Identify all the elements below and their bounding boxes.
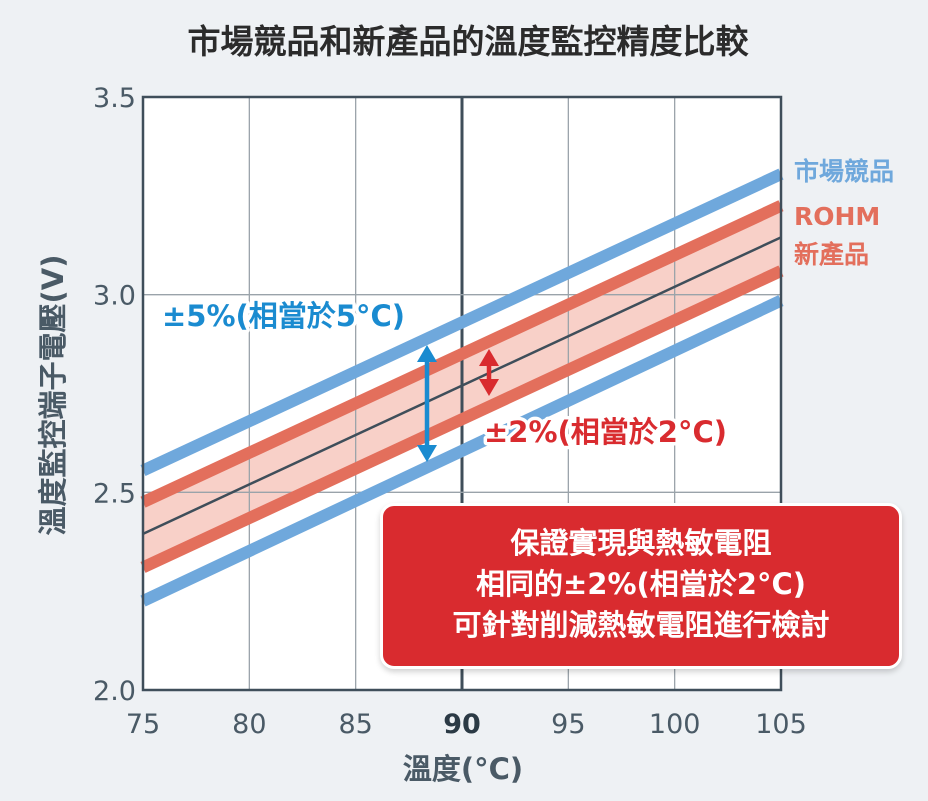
rohm-tolerance-arrow-head-bottom: [479, 379, 499, 396]
y-tick-label: 3.5: [93, 83, 136, 114]
chart-title: 市場競品和新產品的溫度監控精度比較: [188, 22, 750, 61]
series-line-center-4: [142, 236, 782, 535]
x-axis-label: 溫度(°C): [403, 752, 523, 786]
y-axis-label: 溫度監控端子電壓(V): [36, 255, 70, 536]
x-tick-label: 100: [649, 709, 701, 740]
y-tick-label: 2.0: [93, 676, 136, 707]
callout-line-2: 相同的±2%(相當於2°C): [475, 567, 806, 601]
competitor-tolerance-label: ±5%(相當於5°C): [162, 299, 405, 333]
series-line-upper-0: [140, 168, 784, 477]
callout-box: 保證實現與熱敏電阻 相同的±2%(相當於2°C) 可針對削減熱敏電阻進行檢討: [380, 503, 902, 669]
rohm-tolerance-arrow-head-top: [479, 349, 499, 366]
legend-competitor: 市場競品: [794, 157, 894, 186]
series-line-upper-2: [140, 200, 784, 508]
legend-rohm-line1: ROHM: [794, 202, 880, 231]
x-tick-label: 95: [551, 709, 585, 740]
callout-line-1: 保證實現與熱敏電阻: [510, 526, 772, 560]
callout-line-3: 可針對削減熱敏電阻進行檢討: [452, 608, 830, 642]
series-line-lower-3: [140, 265, 784, 573]
y-tick-label: 3.0: [93, 281, 136, 312]
competitor-tolerance-arrow-head-bottom: [417, 445, 437, 462]
y-tick-label: 2.5: [93, 478, 136, 509]
competitor-tolerance-arrow-head-top: [417, 345, 437, 362]
x-tick-label: 75: [126, 709, 160, 740]
rohm-tolerance-label: ±2%(相當於2°C): [484, 415, 727, 449]
x-tick-label: 90: [443, 709, 481, 740]
legend-rohm-line2: 新產品: [794, 240, 869, 269]
plot-frame: [141, 95, 783, 692]
series-line-lower-1: [140, 295, 784, 607]
x-tick-label: 80: [232, 709, 266, 740]
x-tick-label: 85: [338, 709, 372, 740]
x-tick-label: 105: [755, 709, 807, 740]
